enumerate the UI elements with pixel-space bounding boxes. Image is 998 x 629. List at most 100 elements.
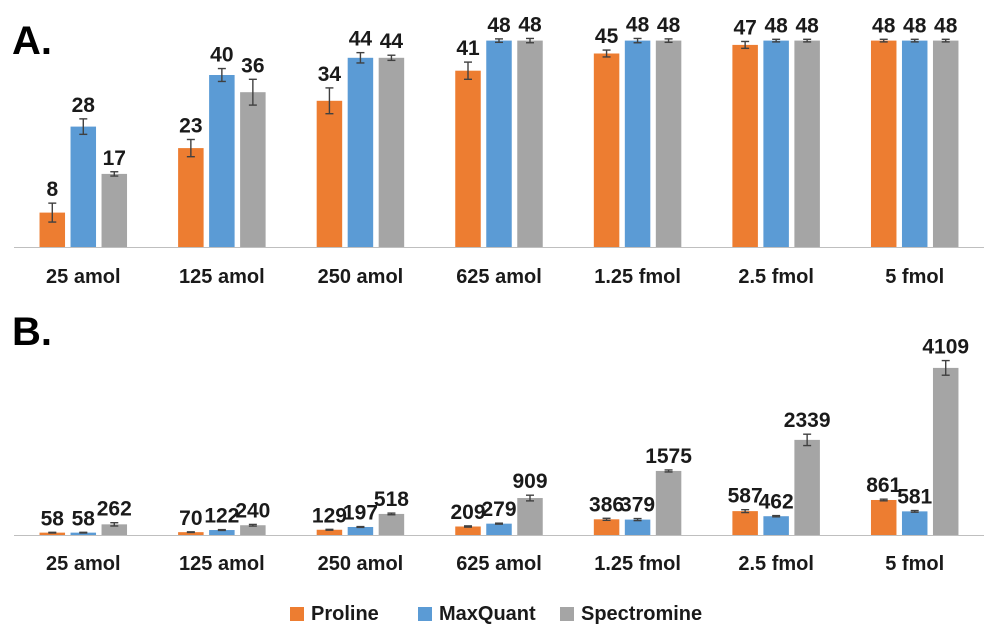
data-label: 17 (103, 147, 126, 170)
data-label: 36 (241, 54, 264, 77)
bar-spectromine-2-5-fmol (794, 40, 820, 247)
data-label: 58 (41, 507, 65, 530)
bar-spectromine-625-amol (517, 40, 543, 247)
data-label: 2339 (784, 409, 831, 432)
bar-maxquant-25-amol (70, 126, 97, 247)
category-label: 625 amol (456, 553, 542, 575)
data-label: 4109 (922, 336, 969, 359)
bar-spectromine-125-amol (240, 92, 266, 247)
bar-spectromine-5-fmol (932, 367, 959, 535)
legend-label-maxquant: MaxQuant (439, 603, 536, 625)
legend: Proline MaxQuant Spectromine (290, 603, 702, 625)
legend-swatch-spectromine (560, 607, 574, 621)
data-label: 197 (343, 502, 378, 525)
data-label: 48 (518, 13, 542, 36)
bar-maxquant-25-amol (70, 532, 97, 535)
data-label: 48 (872, 14, 896, 37)
data-label: 48 (626, 13, 650, 36)
bar-maxquant-625-amol (486, 40, 512, 247)
data-label: 45 (595, 25, 619, 48)
bar-spectromine-250-amol (378, 57, 405, 247)
data-label: 386 (589, 493, 624, 516)
bar-spectromine-25-amol (101, 173, 128, 247)
bar-spectromine-625-amol (517, 498, 543, 535)
category-label: 5 fmol (885, 266, 944, 288)
category-label: 1.25 fmol (594, 553, 681, 575)
data-label: 861 (866, 474, 901, 497)
bar-proline-1-25-fmol (593, 519, 620, 535)
bar-maxquant-625-amol (486, 523, 512, 535)
bar-maxquant-125-amol (209, 75, 235, 247)
bar-proline-1-25-fmol (593, 53, 620, 247)
data-label: 909 (512, 470, 547, 493)
bar-proline-25-amol (39, 532, 66, 535)
bar-proline-2-5-fmol (732, 44, 758, 248)
category-label: 250 amol (318, 266, 404, 288)
chart-panel-a: A. 8 28 17 25 amol 23 40 36 125 amol 34 44 44 250 am… (12, 13, 984, 288)
data-label: 209 (450, 501, 485, 524)
category-label: 2.5 fmol (738, 266, 814, 288)
bar-proline-125-amol (178, 532, 204, 535)
category-label: 25 amol (46, 553, 120, 575)
category-label: 250 amol (318, 553, 404, 575)
data-label: 587 (728, 485, 763, 508)
data-label: 40 (210, 44, 233, 67)
data-label: 122 (204, 505, 239, 528)
bar-spectromine-125-amol (240, 525, 266, 535)
bar-proline-250-amol (316, 529, 343, 535)
data-label: 23 (179, 115, 202, 138)
data-label: 8 (46, 178, 58, 201)
category-label: 5 fmol (885, 553, 944, 575)
bar-proline-625-amol (455, 526, 481, 535)
data-label: 262 (97, 498, 132, 521)
legend-swatch-proline (290, 607, 304, 621)
bar-proline-5-fmol (870, 40, 897, 247)
data-label: 279 (481, 498, 516, 521)
bar-maxquant-5-fmol (901, 40, 928, 247)
category-label: 25 amol (46, 266, 120, 288)
data-label: 518 (374, 488, 409, 511)
data-label: 34 (318, 63, 342, 86)
bar-maxquant-125-amol (209, 530, 235, 535)
data-label: 1575 (645, 445, 692, 468)
bar-spectromine-250-amol (378, 513, 405, 535)
data-label: 129 (312, 504, 347, 527)
data-label: 48 (487, 14, 511, 37)
bar-maxquant-1-25-fmol (624, 519, 651, 535)
category-label: 125 amol (179, 553, 265, 575)
bar-proline-2-5-fmol (732, 511, 758, 535)
bar-maxquant-250-amol (347, 526, 374, 535)
data-label: 48 (903, 14, 927, 37)
bar-proline-625-amol (455, 70, 481, 247)
category-label: 2.5 fmol (738, 553, 814, 575)
data-label: 47 (733, 16, 756, 39)
bar-maxquant-5-fmol (901, 511, 928, 535)
panel-label: A. (12, 19, 52, 63)
bar-maxquant-1-25-fmol (624, 40, 651, 247)
bar-spectromine-2-5-fmol (794, 439, 820, 535)
bar-spectromine-1-25-fmol (655, 40, 682, 247)
category-label: 1.25 fmol (594, 266, 681, 288)
data-label: 48 (795, 14, 819, 37)
data-label: 41 (456, 37, 480, 60)
data-label: 44 (349, 28, 373, 51)
bar-proline-5-fmol (870, 499, 897, 535)
bar-spectromine-25-amol (101, 524, 128, 535)
legend-label-proline: Proline (311, 603, 379, 625)
data-label: 581 (897, 486, 932, 509)
category-label: 625 amol (456, 266, 542, 288)
data-label: 58 (72, 507, 96, 530)
category-label: 125 amol (179, 266, 265, 288)
data-label: 28 (72, 94, 96, 117)
panel-label: B. (12, 310, 52, 354)
data-label: 44 (380, 30, 404, 53)
data-label: 462 (759, 491, 794, 514)
bar-maxquant-2-5-fmol (763, 40, 789, 247)
data-label: 48 (657, 14, 681, 37)
bar-maxquant-250-amol (347, 57, 374, 247)
legend-label-spectromine: Spectromine (581, 603, 702, 625)
data-label: 48 (934, 14, 958, 37)
data-label: 240 (235, 499, 270, 522)
